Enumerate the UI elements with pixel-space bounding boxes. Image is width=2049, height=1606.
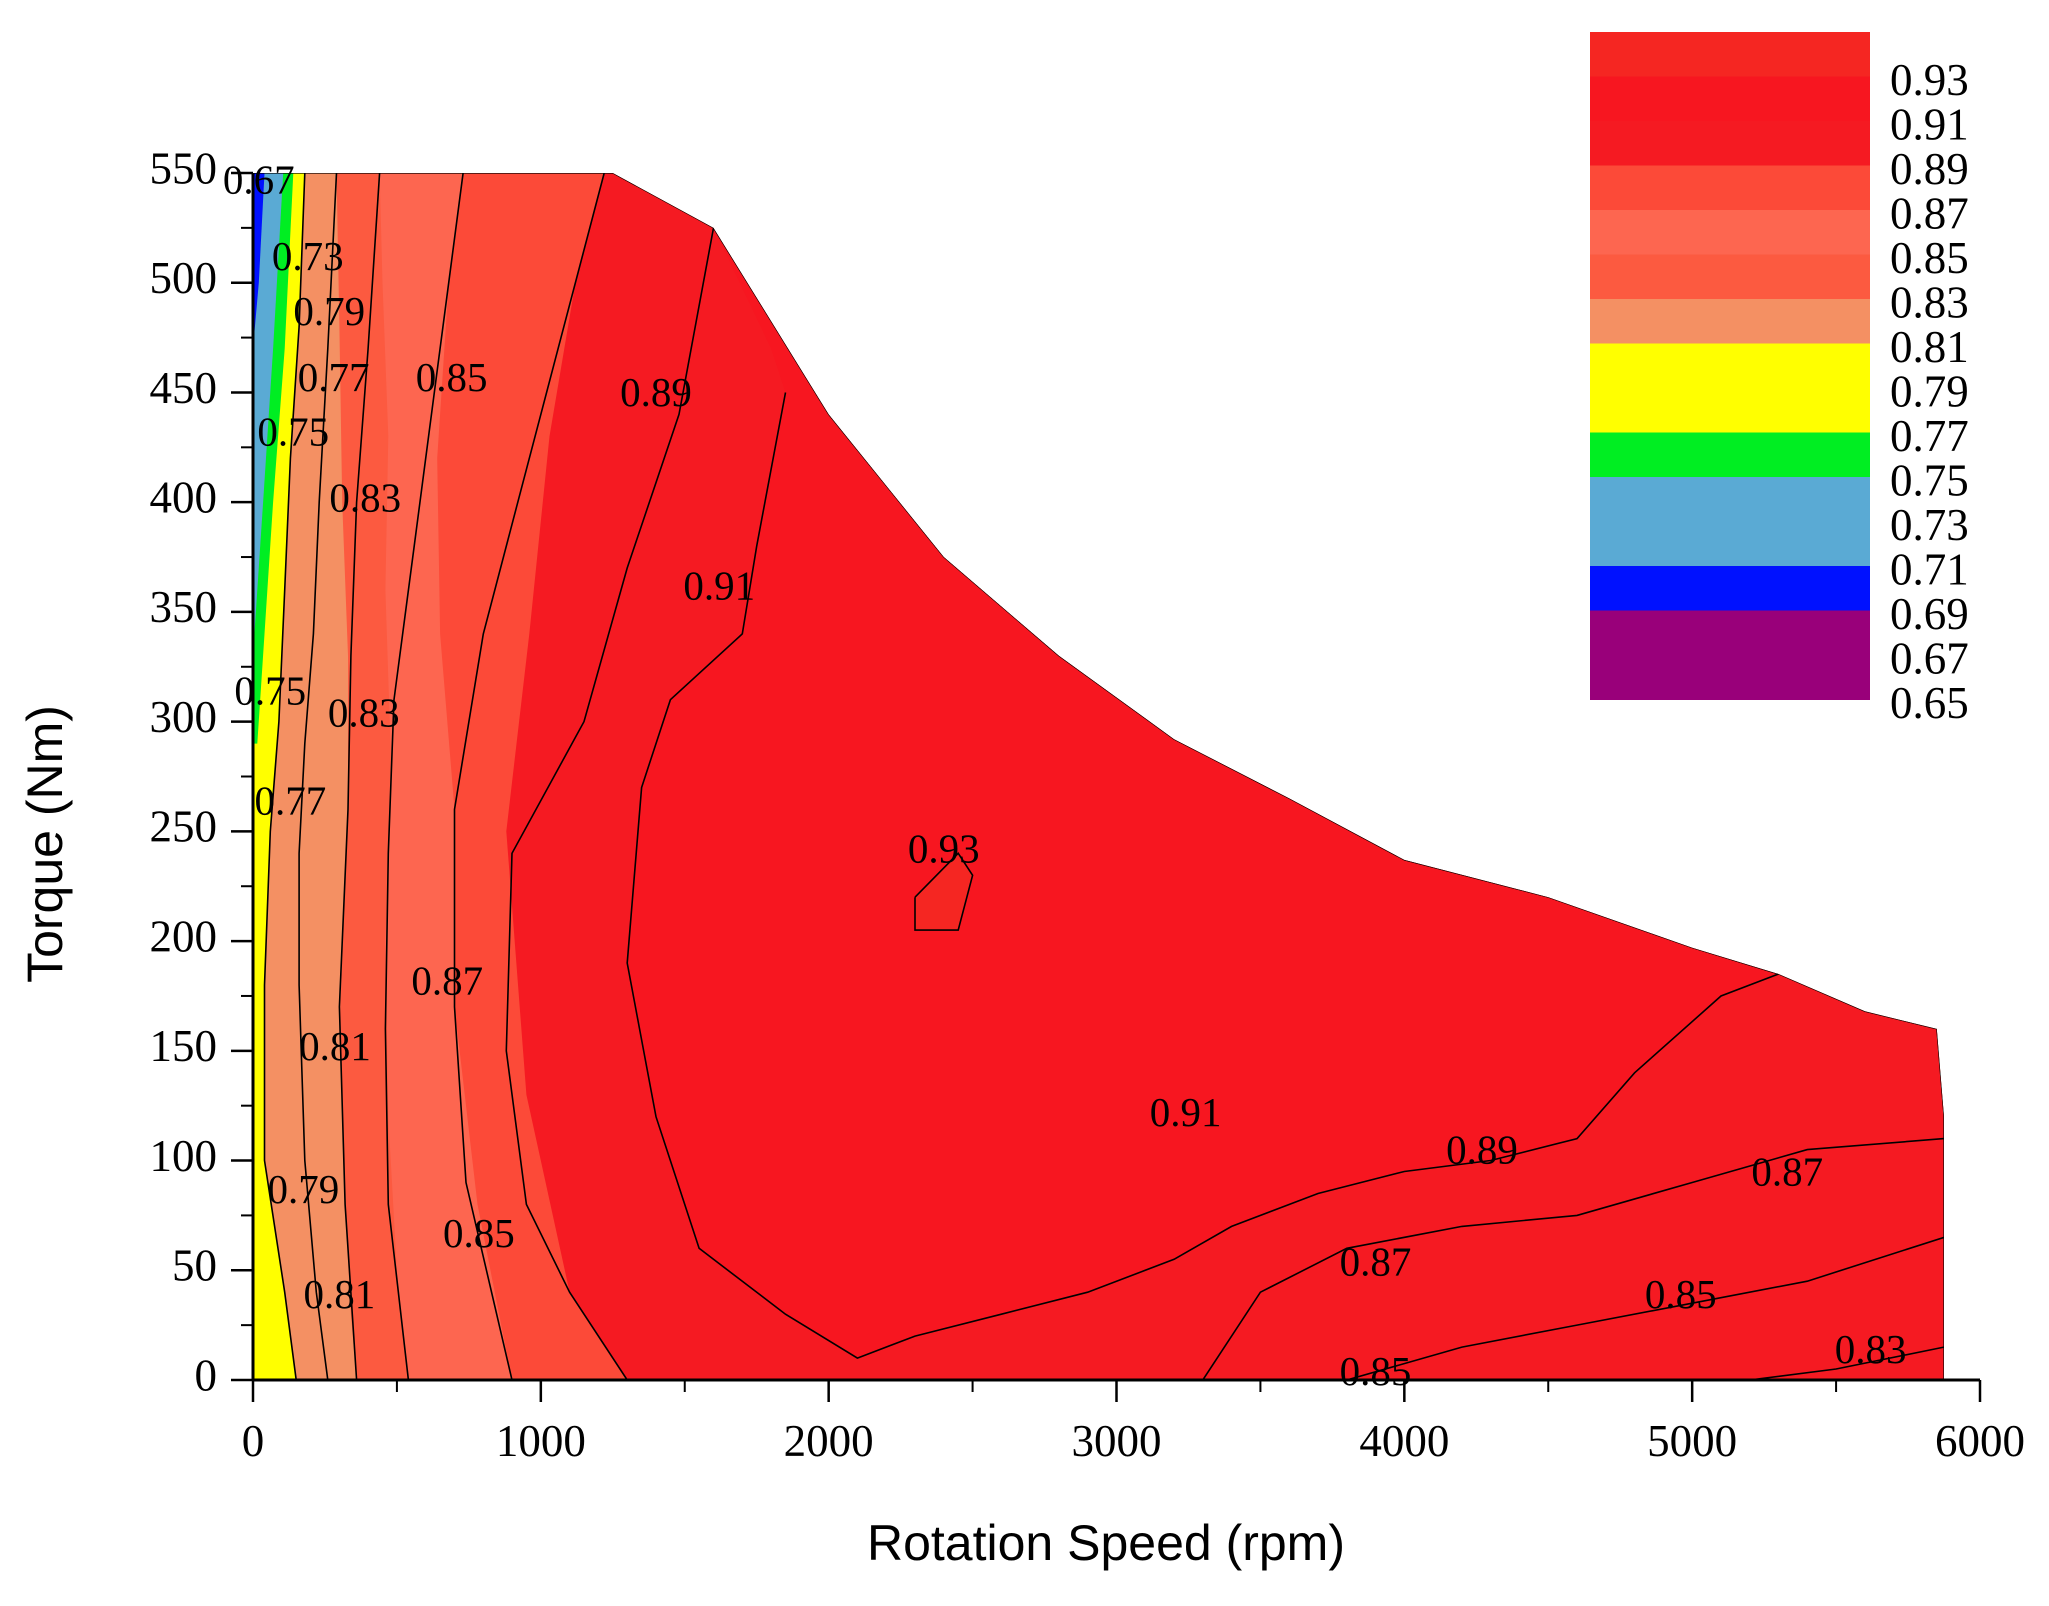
x-tick-label-6: 6000: [1935, 1416, 2025, 1466]
legend-label-1: 0.91: [1890, 99, 1969, 149]
y-tick-label-4: 200: [150, 911, 218, 961]
x-tick-label-1: 1000: [496, 1416, 586, 1466]
legend-label-2: 0.89: [1890, 144, 1969, 194]
contour-label-9: 0.75: [234, 668, 306, 714]
x-tick-label-3: 3000: [1072, 1416, 1162, 1466]
contour-line-0_87-8: [1202, 1137, 1944, 1380]
contour-label-20: 0.87: [1340, 1238, 1412, 1284]
y-tick-label-8: 400: [150, 473, 218, 523]
axes: 0 1000 2000 3000 4000 5000 6000 0 50 100 150 200 250…: [150, 143, 2026, 1466]
x-axis-title: Rotation Speed (rpm): [867, 1515, 1345, 1571]
legend-band-0: [1590, 32, 1870, 77]
legend-band-12: [1590, 566, 1870, 611]
contour-label-23: 0.83: [1835, 1326, 1907, 1372]
contour-label-5: 0.85: [416, 354, 488, 400]
contour-label-24: 0.85: [1340, 1348, 1412, 1394]
contour-label-4: 0.75: [257, 409, 329, 455]
y-tick-label-2: 100: [150, 1131, 218, 1181]
legend-band-9: [1590, 432, 1870, 478]
contour-line-0_83-10: [1749, 1346, 1944, 1380]
contour-label-2: 0.79: [293, 288, 365, 334]
y-axis-title: Torque (Nm): [17, 705, 73, 983]
contour-label-1: 0.73: [272, 233, 344, 279]
y-tick-label-0: 0: [195, 1350, 218, 1400]
legend-label-13: 0.67: [1890, 633, 1969, 683]
legend-band-14: [1590, 655, 1870, 700]
envelope-outline: [253, 173, 1944, 1380]
contour-label-3: 0.77: [298, 354, 370, 400]
legend-label-14: 0.65: [1890, 678, 1969, 728]
contour-label-8: 0.91: [683, 562, 755, 608]
contour-labels: 0.67 0.73 0.79 0.77 0.75 0.85 0.89 0.83 0.91 0.75…: [223, 156, 1907, 1394]
legend-band-10: [1590, 477, 1870, 522]
legend-label-3: 0.87: [1890, 188, 1969, 238]
contour-label-18: 0.79: [268, 1166, 340, 1212]
contour-line-0_81-1: [298, 173, 338, 1380]
x-tick-label-2: 2000: [784, 1416, 874, 1466]
legend-label-10: 0.73: [1890, 500, 1969, 550]
contour-line-0_91-6: [626, 392, 1779, 1359]
contour-label-22: 0.85: [1645, 1271, 1717, 1317]
x-tick-label-4: 4000: [1359, 1416, 1449, 1466]
contour-line-0_79-0: [263, 173, 306, 1380]
contour-label-11: 0.77: [255, 777, 327, 823]
contour-label-16: 0.89: [1446, 1126, 1518, 1172]
legend-label-4: 0.85: [1890, 233, 1969, 283]
y-tick-label-7: 350: [150, 582, 218, 632]
contour-line-0_89-5: [505, 227, 715, 1380]
contour-lines: [253, 173, 1944, 1380]
legend-label-9: 0.75: [1890, 455, 1969, 505]
contour-line-0_87-4: [453, 173, 605, 1380]
legend-label-6: 0.81: [1890, 322, 1969, 372]
y-tick-label-3: 150: [150, 1021, 218, 1071]
contour-label-12: 0.93: [908, 826, 980, 872]
contour-label-6: 0.89: [620, 369, 692, 415]
contour-label-0: 0.67: [223, 156, 295, 202]
legend-label-0: 0.93: [1890, 55, 1969, 105]
x-tick-label-0: 0: [242, 1416, 265, 1466]
contour-line-0_85-3: [384, 173, 464, 1380]
contour-line-0_85-9: [1346, 1236, 1944, 1380]
legend-band-7: [1590, 343, 1870, 389]
contour-region-5: [627, 227, 1779, 1359]
contour-label-15: 0.91: [1150, 1089, 1222, 1135]
legend-label-8: 0.77: [1890, 411, 1969, 461]
low-efficiency-strip-2: [253, 173, 284, 634]
legend-band-1: [1590, 76, 1870, 122]
legend-band-4: [1590, 210, 1870, 255]
legend-label-7: 0.79: [1890, 366, 1969, 416]
contour-region-6: [915, 853, 973, 931]
low-efficiency-strip-3: [253, 173, 265, 349]
legend-label-5: 0.83: [1890, 277, 1969, 327]
legend-band-3: [1590, 165, 1870, 211]
y-tick-label-10: 500: [150, 253, 218, 303]
legend-band-13: [1590, 610, 1870, 656]
y-tick-label-5: 250: [150, 802, 218, 852]
contour-label-19: 0.85: [443, 1210, 515, 1256]
legend-band-8: [1590, 388, 1870, 433]
contour-line-0_93-7: [914, 852, 974, 931]
legend: 0.930.910.890.870.850.830.810.790.770.75…: [1590, 32, 1969, 728]
contour-line-0_83-2: [338, 173, 381, 1380]
contour-label-14: 0.81: [299, 1023, 371, 1069]
legend-label-11: 0.71: [1890, 544, 1969, 594]
y-tick-label-9: 450: [150, 363, 218, 413]
legend-band-5: [1590, 254, 1870, 300]
y-tick-label-11: 550: [150, 143, 218, 193]
legend-band-11: [1590, 521, 1870, 567]
x-tick-label-5: 5000: [1647, 1416, 1737, 1466]
y-tick-label-1: 50: [172, 1241, 217, 1291]
y-tick-label-6: 300: [150, 692, 218, 742]
legend-label-12: 0.69: [1890, 589, 1969, 639]
contour-label-17: 0.87: [1751, 1148, 1823, 1194]
legend-band-6: [1590, 299, 1870, 344]
contour-label-13: 0.87: [411, 957, 483, 1003]
contour-label-10: 0.83: [328, 690, 400, 736]
contour-label-21: 0.81: [304, 1271, 376, 1317]
legend-band-2: [1590, 121, 1870, 166]
contour-label-7: 0.83: [329, 475, 401, 521]
